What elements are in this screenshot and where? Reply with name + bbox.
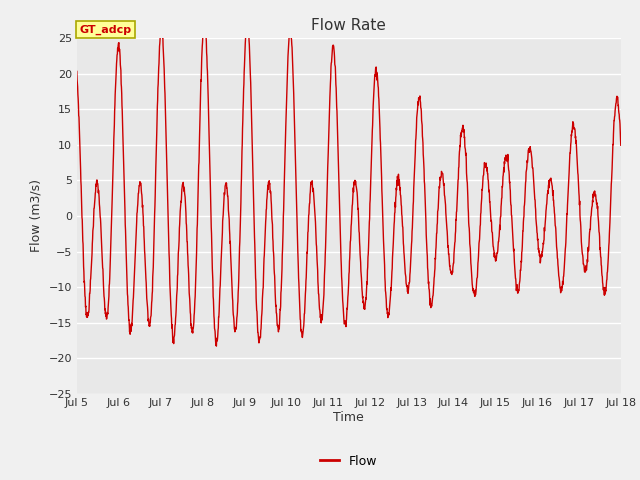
Text: GT_adcp: GT_adcp xyxy=(79,24,132,35)
X-axis label: Time: Time xyxy=(333,411,364,424)
Legend: Flow: Flow xyxy=(315,450,383,473)
Y-axis label: Flow (m3/s): Flow (m3/s) xyxy=(30,180,43,252)
Title: Flow Rate: Flow Rate xyxy=(312,18,386,33)
